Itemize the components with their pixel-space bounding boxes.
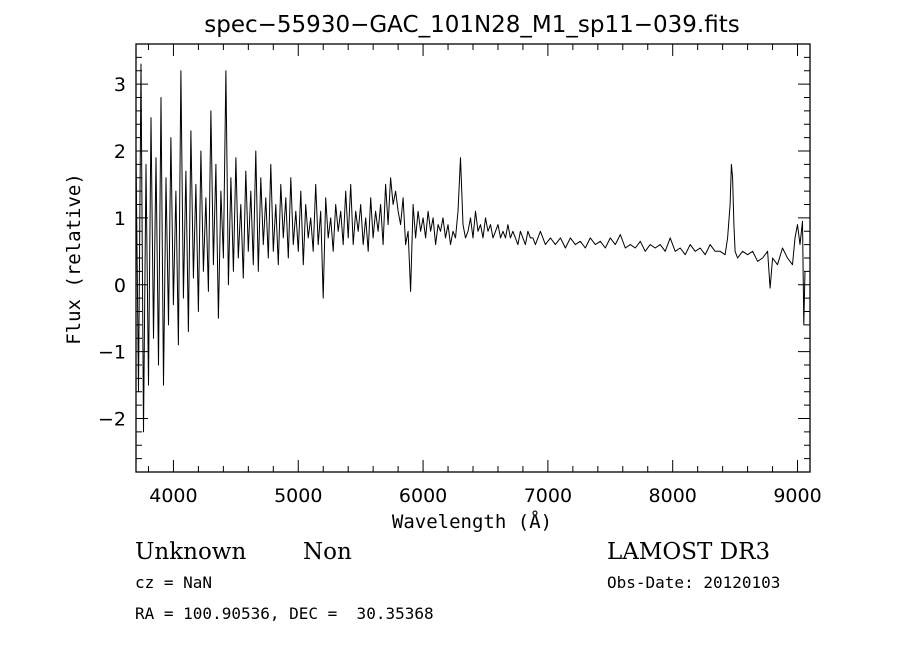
x-axis: 4000 5000 6000 7000 8000 9000: [149, 44, 822, 507]
object-type: Unknown: [135, 539, 246, 565]
observation-date: Obs-Date: 20120103: [607, 573, 780, 592]
redshift-value: cz = NaN: [135, 573, 212, 592]
x-tick-label: 4000: [149, 485, 197, 507]
y-axis-label: Flux (relative): [63, 173, 85, 345]
y-tick-label: 1: [114, 208, 126, 230]
y-tick-label: 3: [114, 74, 126, 96]
y-tick-label: 0: [114, 275, 126, 297]
chart-title: spec−55930−GAC_101N28_M1_sp11−039.fits: [204, 12, 739, 38]
object-subclass: Non: [303, 539, 352, 565]
y-tick-label: 2: [114, 141, 126, 163]
coordinates: RA = 100.90536, DEC = 30.35368: [135, 604, 434, 623]
x-tick-label: 6000: [399, 485, 447, 507]
x-tick-label: 8000: [649, 485, 697, 507]
spectrum-info: Unknown Non cz = NaN RA = 100.90536, DEC…: [135, 539, 780, 623]
y-tick-label: −1: [98, 342, 126, 364]
y-axis: −2 −1 0 1 2 3: [98, 74, 810, 431]
survey-name: LAMOST DR3: [607, 539, 770, 565]
x-tick-label: 9000: [773, 485, 821, 507]
x-axis-label: Wavelength (Å): [392, 510, 552, 533]
x-tick-label: 7000: [524, 485, 572, 507]
y-tick-label: −2: [98, 409, 126, 431]
series-line-flux: [135, 63, 806, 433]
x-tick-label: 5000: [274, 485, 322, 507]
